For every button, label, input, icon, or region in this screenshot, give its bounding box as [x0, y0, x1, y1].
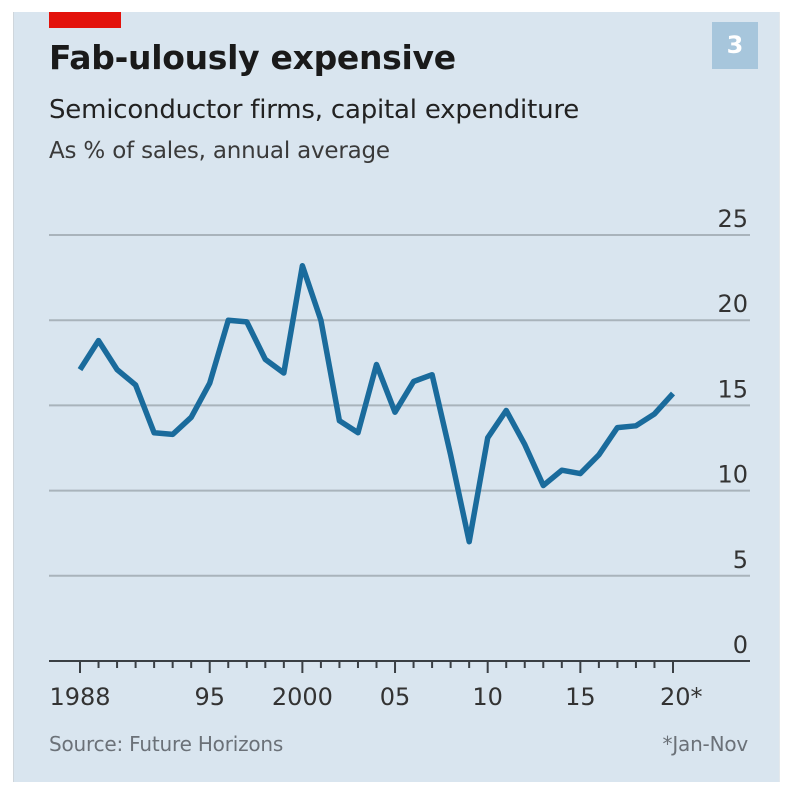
chart-subtitle: Semiconductor firms, capital expenditure — [49, 95, 580, 125]
y-tick-label-10: 10 — [717, 461, 748, 489]
x-tick-label-2000: 2000 — [272, 683, 333, 711]
y-tick-labels: 0 5 10 15 20 25 — [717, 205, 748, 659]
footnote: *Jan-Nov — [662, 732, 749, 756]
x-tick-label-05: 05 — [380, 683, 411, 711]
y-tick-label-20: 20 — [717, 290, 748, 318]
x-axis — [49, 660, 750, 673]
brand-red-bar — [49, 12, 121, 28]
x-tick-labels: 1988 95 2000 05 10 15 20* — [49, 683, 702, 711]
x-tick-label-20*: 20* — [660, 683, 703, 711]
x-tick-label-95: 95 — [194, 683, 225, 711]
series-line-0 — [77, 262, 676, 545]
x-tick-label-1988: 1988 — [49, 683, 110, 711]
chart-number-badge: 3 — [712, 22, 758, 69]
x-tick-label-15: 15 — [565, 683, 596, 711]
chart-unit-label: As % of sales, annual average — [49, 138, 390, 164]
y-tick-label-0: 0 — [733, 631, 748, 659]
y-tick-label-5: 5 — [733, 546, 748, 574]
series-layer — [77, 262, 676, 545]
source-note: Source: Future Horizons — [49, 732, 284, 756]
chart-title: Fab-ulously expensive — [49, 38, 456, 77]
y-tick-label-15: 15 — [717, 375, 748, 403]
y-tick-label-25: 25 — [717, 205, 748, 233]
x-tick-label-10: 10 — [472, 683, 503, 711]
